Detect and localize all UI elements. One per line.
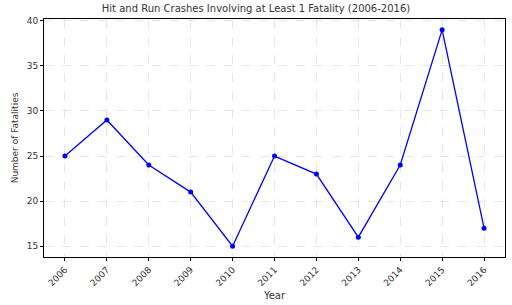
svg-text:2013: 2013 [340,265,363,288]
svg-text:30: 30 [27,106,39,116]
svg-text:2011: 2011 [256,265,279,288]
svg-text:40: 40 [27,16,39,26]
svg-text:2010: 2010 [214,265,237,288]
svg-text:2007: 2007 [88,265,111,288]
svg-text:15: 15 [27,241,38,251]
svg-text:20: 20 [27,196,39,206]
svg-text:2008: 2008 [130,265,153,288]
svg-text:Year: Year [263,290,286,301]
svg-text:2016: 2016 [465,265,488,288]
svg-text:2014: 2014 [382,265,405,288]
svg-text:2015: 2015 [423,265,446,288]
svg-text:Number of Fatalities: Number of Fatalities [10,92,20,183]
svg-text:25: 25 [27,151,38,161]
svg-text:Hit and Run Crashes Involving: Hit and Run Crashes Involving at Least 1… [102,3,410,14]
svg-text:2009: 2009 [172,265,195,288]
svg-text:35: 35 [27,61,38,71]
svg-text:2012: 2012 [298,265,321,288]
svg-text:2006: 2006 [46,265,69,288]
